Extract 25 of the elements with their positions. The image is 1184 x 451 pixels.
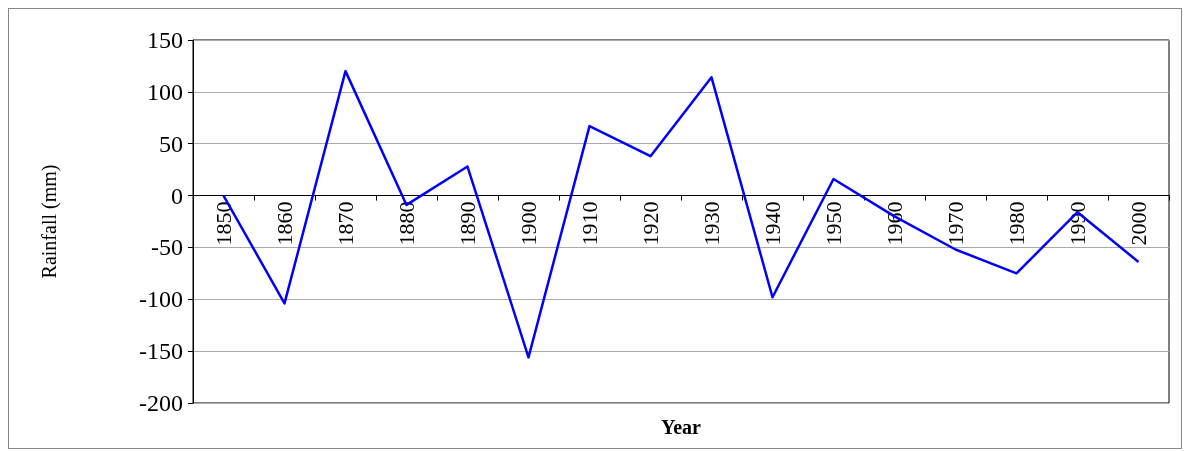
x-tick-label: 1930	[699, 201, 724, 246]
x-tick-label: 1880	[394, 201, 419, 246]
y-tick-label: -50	[151, 234, 183, 261]
x-tick-label: 1920	[638, 201, 663, 246]
x-tick-label: 1960	[882, 201, 907, 246]
x-tick-label: 1950	[821, 201, 846, 246]
y-axis-title: Rainfall (mm)	[38, 164, 61, 279]
y-tick-label: 150	[147, 27, 183, 53]
x-tick-label: 1890	[455, 201, 480, 246]
x-tick-label: 2000	[1126, 201, 1151, 246]
y-tick-label: 100	[147, 78, 183, 105]
y-tick-label: -150	[139, 338, 183, 365]
x-tick-label: 1940	[760, 201, 785, 246]
x-tick-label: 1910	[577, 201, 602, 246]
x-tick-label: 1870	[333, 201, 358, 246]
x-tick-label: 1970	[943, 201, 968, 246]
y-tick-label: -100	[139, 286, 183, 313]
x-tick-label: 1860	[272, 201, 297, 246]
x-tick-label: 1980	[1004, 201, 1029, 246]
x-tick-label: 1900	[516, 201, 541, 246]
x-tick-label: 1850	[211, 201, 236, 246]
y-tick-label: 50	[159, 130, 183, 157]
y-tick-label: -200	[139, 390, 183, 416]
x-axis-title: Year	[661, 416, 702, 438]
y-tick-label: 0	[171, 182, 183, 209]
